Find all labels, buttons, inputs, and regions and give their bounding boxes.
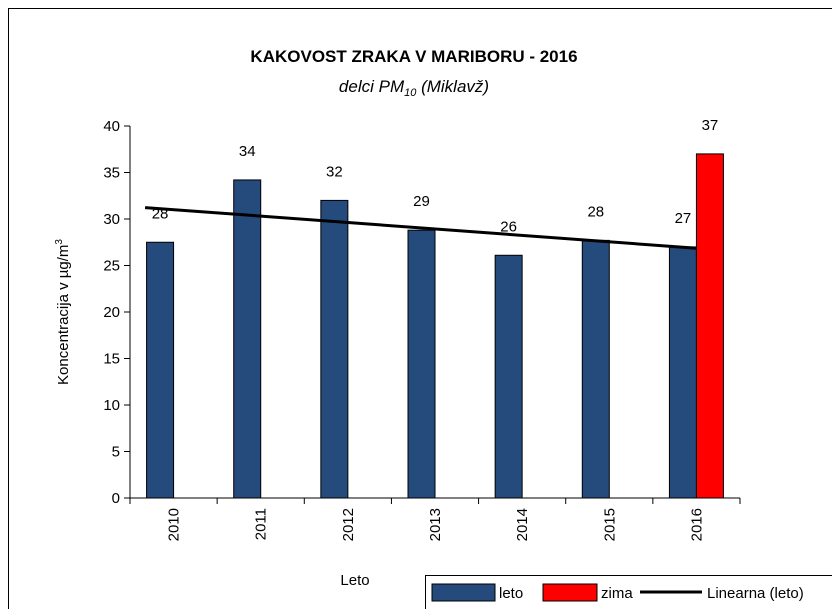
bar	[695, 153, 724, 499]
legend-label: leto	[499, 585, 523, 602]
x-tick-label: 2015	[601, 508, 618, 541]
chart-subtitle: delci PM10 (Miklavž)	[339, 77, 489, 99]
y-tick-label: 25	[103, 258, 120, 275]
bar	[233, 179, 262, 499]
bar	[494, 254, 523, 499]
bar	[668, 246, 697, 499]
y-tick-label: 30	[103, 211, 120, 228]
legend-label: zima	[601, 585, 633, 602]
trendline	[144, 206, 697, 250]
x-tick-label: 2013	[427, 508, 444, 541]
y-tick-label: 10	[103, 397, 120, 414]
bar	[407, 229, 436, 499]
x-tick-label: 2012	[340, 508, 357, 541]
legend-label: Linearna (leto)	[707, 585, 804, 602]
x-tick-label: 2010	[166, 508, 183, 541]
data-label: 32	[326, 163, 343, 180]
data-label: 28	[587, 203, 604, 220]
x-axis-label: Leto	[340, 572, 369, 589]
y-tick-label: 20	[103, 304, 120, 321]
data-label: 29	[413, 193, 430, 210]
y-tick-label: 15	[103, 351, 120, 368]
x-tick-label: 2011	[253, 508, 270, 540]
y-tick-label: 40	[103, 118, 120, 135]
data-label: 27	[675, 210, 692, 227]
x-tick-label: 2014	[514, 508, 531, 541]
subtitle-part: (Miklavž)	[416, 77, 489, 96]
x-tick-label: 2016	[688, 508, 705, 541]
y-label-sup: 3	[54, 239, 65, 245]
bar	[320, 199, 349, 499]
y-tick-label: 35	[103, 165, 120, 182]
bar	[146, 241, 175, 499]
data-label: 37	[702, 117, 719, 134]
subtitle-sub: 10	[404, 87, 417, 99]
subtitle-part: delci PM	[339, 77, 405, 96]
y-label-part: Koncentracija v µg/m	[55, 245, 72, 385]
legend-swatch	[431, 583, 496, 602]
data-label: 34	[239, 143, 256, 160]
y-tick-label: 0	[112, 490, 120, 507]
y-axis-label: Koncentracija v µg/m3	[54, 239, 72, 385]
chart-title: KAKOVOST ZRAKA V MARIBORU - 2016	[250, 47, 577, 66]
y-tick-label: 5	[112, 444, 120, 461]
data-label: 26	[500, 218, 517, 235]
legend-swatch	[542, 583, 598, 602]
bar	[581, 239, 610, 499]
